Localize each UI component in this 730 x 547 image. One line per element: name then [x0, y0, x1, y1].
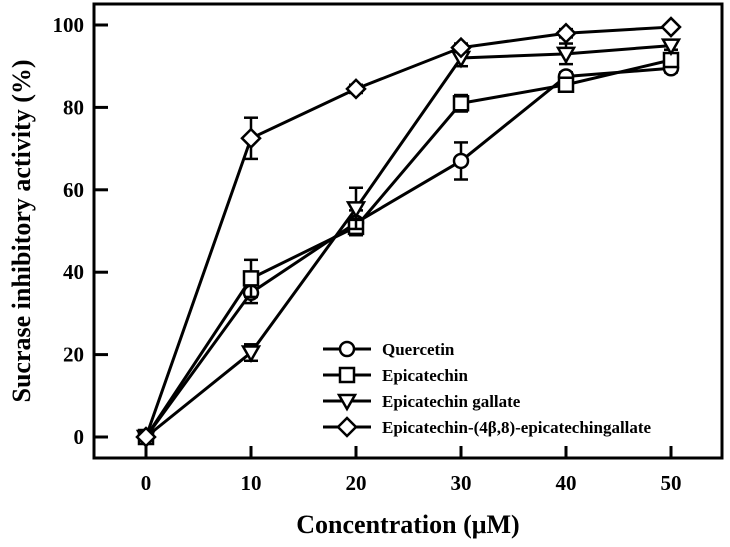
legend-marker: [338, 366, 356, 384]
legend-label: Epicatechin-(4β,8)-epicatechingallate: [382, 418, 652, 437]
plot-frame: [92, 2, 724, 460]
legend-label: Epicatechin gallate: [382, 392, 521, 411]
legend-marker: [336, 393, 358, 412]
data-point: [660, 16, 682, 38]
y-axis-title: Sucrase inhibitory activity (%): [7, 59, 36, 402]
y-tick-label: 80: [63, 95, 84, 119]
x-axis-title: Concentration (μM): [296, 510, 519, 539]
y-tick-label: 20: [63, 343, 84, 367]
series-group: [135, 16, 682, 448]
y-tick-label: 60: [63, 178, 84, 202]
y-tick-labels: 0 20 40 60 80 100: [53, 13, 85, 449]
data-point: [557, 76, 575, 93]
x-tick-label: 40: [556, 471, 577, 495]
x-tick-label: 50: [661, 471, 682, 495]
data-point: [555, 22, 577, 45]
legend-label: Epicatechin: [382, 366, 468, 385]
series-line: [145, 44, 672, 439]
y-tick-label: 40: [63, 260, 84, 284]
y-tick-label: 0: [74, 425, 85, 449]
legend-marker: [336, 416, 358, 438]
series-line: [144, 58, 672, 438]
data-point: [135, 426, 157, 448]
x-tick-label: 20: [346, 471, 367, 495]
series-circle: [137, 60, 680, 446]
data-point: [452, 95, 470, 112]
data-point: [450, 36, 472, 59]
x-tick-label: 0: [141, 471, 152, 495]
series-line: [144, 25, 672, 438]
legend-marker: [338, 340, 356, 358]
series-line: [144, 66, 672, 438]
data-point: [345, 78, 367, 100]
data-point: [660, 38, 682, 57]
series-square: [137, 51, 680, 446]
y-tick-label: 100: [53, 13, 85, 37]
x-tick-label: 30: [451, 471, 472, 495]
legend-label: Quercetin: [382, 340, 455, 359]
data-point: [452, 152, 470, 170]
data-point: [345, 201, 367, 219]
data-point: [240, 127, 262, 150]
axis-ticks: [94, 23, 673, 458]
x-tick-labels: 0 10 20 30 40 50: [141, 471, 682, 495]
legend: Quercetin Epicatechin Epicatechin gallate E…: [323, 340, 652, 438]
data-point: [242, 270, 260, 287]
data-point: [555, 46, 577, 65]
data-point: [240, 345, 262, 364]
x-tick-label: 10: [241, 471, 262, 495]
series-diamond: [135, 16, 682, 448]
